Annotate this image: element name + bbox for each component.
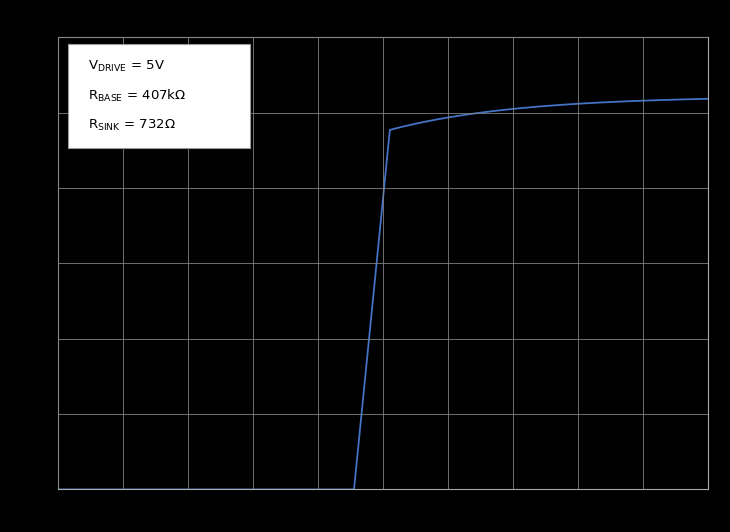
Text: $\mathregular{V_{DRIVE}}$ = 5V: $\mathregular{V_{DRIVE}}$ = 5V: [88, 59, 164, 74]
Text: $\mathregular{R_{BASE}}$ = 407k$\Omega$: $\mathregular{R_{BASE}}$ = 407k$\Omega$: [88, 88, 186, 104]
Text: $\mathregular{R_{SINK}}$ = 732$\Omega$: $\mathregular{R_{SINK}}$ = 732$\Omega$: [88, 118, 175, 133]
FancyBboxPatch shape: [68, 44, 250, 148]
